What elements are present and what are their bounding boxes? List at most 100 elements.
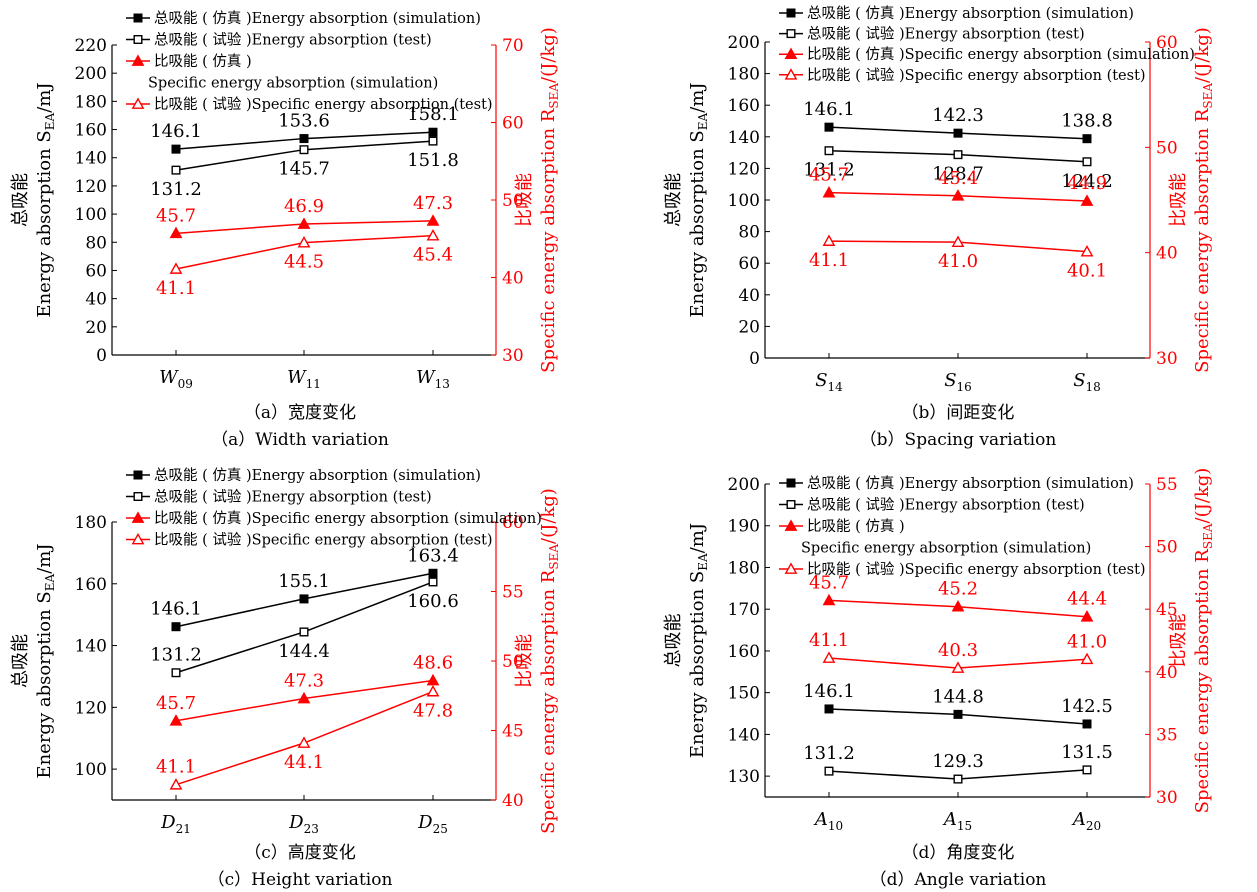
right-axis-title-label_sub: SEA xyxy=(547,83,561,109)
legend-label: 比吸能 ( 试验 )Specific energy absorption (te… xyxy=(154,96,493,113)
data-label: 142.5 xyxy=(1061,696,1113,717)
x-tick-label-base: S xyxy=(944,370,956,391)
right-axis-title-en: Specific energy absorption RSEA/(J/kg) xyxy=(538,27,561,373)
x-tick-label-base: W xyxy=(159,367,179,388)
data-point xyxy=(953,150,963,160)
data-label: 41.0 xyxy=(1067,631,1107,652)
data-point xyxy=(1080,244,1094,257)
right-tick-label: 35 xyxy=(1156,725,1178,745)
x-tick-label: S18 xyxy=(1073,370,1101,394)
series-1: 146.1 155.1 163.4 xyxy=(150,545,459,632)
data-point xyxy=(297,691,311,704)
left-axis-title-en: Energy absorption SEA/mJ xyxy=(34,82,57,317)
data-point xyxy=(1082,134,1092,144)
x-tick-label: S14 xyxy=(815,370,843,394)
data-label: 155.1 xyxy=(278,571,330,592)
data-point xyxy=(297,235,311,248)
left-tick-label: 160 xyxy=(75,575,107,595)
left-tick-label: 140 xyxy=(75,149,107,169)
right-axis-title-label_en: Specific energy absorption R xyxy=(1192,549,1213,814)
legend-label: 总吸能 ( 试验 )Energy absorption (test) xyxy=(154,489,432,506)
data-point xyxy=(951,600,965,612)
right-axis-title-en: Specific energy absorption RSEA/(J/kg) xyxy=(1192,27,1215,373)
left-tick-label: 180 xyxy=(728,558,760,578)
data-label: 44.4 xyxy=(1067,589,1107,610)
caption-zh: （a）宽度变化 xyxy=(244,403,356,423)
right-axis-title-zh: 比吸能 xyxy=(1168,173,1189,227)
data-point xyxy=(169,714,183,726)
x-tick-label: D25 xyxy=(417,812,448,836)
data-label: 160.6 xyxy=(407,591,459,612)
legend: 总吸能 ( 仿真 )Energy absorption (simulation)… xyxy=(126,9,493,113)
data-point xyxy=(299,594,309,604)
caption-zh: （c）高度变化 xyxy=(244,843,356,863)
data-label: 124.2 xyxy=(1061,171,1113,192)
data-point xyxy=(1080,194,1094,206)
x-tick-label: S16 xyxy=(944,370,972,394)
data-point xyxy=(428,568,438,578)
left-axis-title-label_en: Energy absorption S xyxy=(34,591,55,778)
data-label: 41.1 xyxy=(809,250,849,271)
data-point xyxy=(171,165,181,175)
x-tick-label-sub: 20 xyxy=(1086,819,1101,833)
data-point xyxy=(171,144,181,154)
x-tick-label: W11 xyxy=(287,367,321,391)
data-label: 41.1 xyxy=(809,630,849,651)
data-label: 45.4 xyxy=(938,168,978,189)
right-tick-label: 50 xyxy=(1156,138,1178,158)
caption-zh: （b）间距变化 xyxy=(902,403,1015,423)
right-tick-label: 30 xyxy=(1156,349,1178,369)
right-axis-title-en: Specific energy absorption RSEA/(J/kg) xyxy=(1192,468,1215,814)
left-tick-label: 180 xyxy=(75,92,107,112)
data-label: 45.7 xyxy=(809,572,849,593)
legend-marker xyxy=(784,519,798,531)
x-tick-label-base: D xyxy=(160,812,176,833)
series-2: 131.2 129.3 131.5 xyxy=(803,742,1113,784)
data-point xyxy=(953,709,963,719)
right-tick-label: 50 xyxy=(1156,538,1178,558)
data-label: 131.5 xyxy=(1061,742,1113,763)
left-axis-title-label_unit: /mJ xyxy=(687,82,708,112)
left-tick-label: 60 xyxy=(738,254,760,274)
left-tick-label: 100 xyxy=(728,191,760,211)
left-tick-label: 100 xyxy=(75,205,107,225)
left-tick-label: 140 xyxy=(75,637,107,657)
legend-marker xyxy=(133,13,143,23)
left-axis-title-label_sub: EA xyxy=(43,573,57,591)
legend-label: 总吸能 ( 试验 )Energy absorption (test) xyxy=(807,497,1085,514)
caption-en: （c）Height variation xyxy=(208,870,393,890)
left-axis-title-label_en: Energy absorption S xyxy=(34,130,55,317)
data-point xyxy=(171,622,181,632)
left-tick-label: 160 xyxy=(75,121,107,141)
left-axis-title-zh: 总吸能 xyxy=(10,634,31,688)
right-axis-title-label_sub: SEA xyxy=(547,544,561,570)
data-label: 131.2 xyxy=(150,645,202,666)
data-point xyxy=(299,145,309,155)
data-point xyxy=(171,668,181,678)
x-tick-label-base: S xyxy=(815,370,827,391)
left-tick-label: 120 xyxy=(75,177,107,197)
x-tick-label-base: W xyxy=(416,367,436,388)
data-point xyxy=(428,577,438,587)
x-tick-label-base: S xyxy=(1073,370,1085,391)
x-tick-label-base: W xyxy=(287,367,307,388)
series-4: 41.1 44.5 45.4 xyxy=(156,229,453,299)
legend-label: 比吸能 ( 试验 )Specific energy absorption (te… xyxy=(807,561,1146,578)
right-axis-title-zh: 比吸能 xyxy=(514,634,535,688)
series-1: 146.1 142.3 138.8 xyxy=(803,99,1113,144)
data-label: 45.2 xyxy=(938,579,978,600)
x-tick-label-sub: 14 xyxy=(828,380,844,394)
data-point xyxy=(426,673,440,686)
right-axis-title-zh: 比吸能 xyxy=(514,173,535,227)
left-tick-label: 20 xyxy=(738,317,760,337)
series-2: 131.2 144.4 160.6 xyxy=(150,577,459,678)
x-tick-label-sub: 23 xyxy=(304,822,319,836)
caption-zh: （d）角度变化 xyxy=(902,843,1015,863)
data-label: 46.9 xyxy=(284,196,324,217)
right-axis-title-zh: 比吸能 xyxy=(1168,614,1189,668)
series-2: 131.2 145.7 151.8 xyxy=(150,136,459,200)
data-point xyxy=(169,262,183,274)
legend-label: Specific energy absorption (simulation) xyxy=(801,541,1091,557)
data-point xyxy=(426,684,440,697)
